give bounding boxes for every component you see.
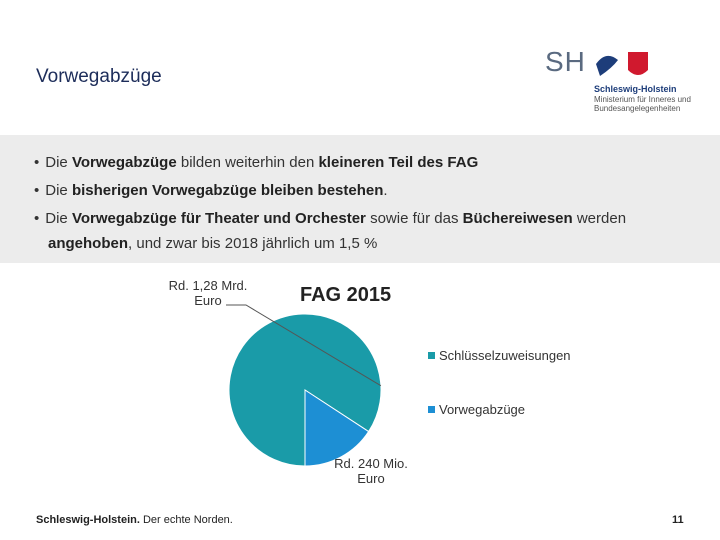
logo-mark: SH xyxy=(545,46,586,77)
logo-emblem xyxy=(596,52,648,76)
bullet: Die Vorwegabzüge für Theater und Orchest… xyxy=(34,206,698,256)
bullet: Die Vorwegabzüge bilden weiterhin den kl… xyxy=(34,150,684,175)
legend-label: Vorwegabzüge xyxy=(439,402,526,417)
slide-title: Vorwegabzüge xyxy=(36,66,162,87)
bullet-text: sowie für das xyxy=(365,210,463,227)
bullet: Die bisherigen Vorwegabzüge bleiben best… xyxy=(34,178,684,203)
bullet-text: angehoben xyxy=(48,235,129,252)
legend-item: Schlüsselzuweisungen xyxy=(428,348,571,363)
bullet-text: kleineren Teil des FAG xyxy=(318,154,479,171)
bullet-text: bisherigen Vorwegabzüge bleiben bestehen xyxy=(71,182,384,199)
logo-ministry: Ministerium für Inneres und Bundesangele… xyxy=(594,95,691,113)
bullet-text: , und zwar bis 2018 jährlich um 1,5 % xyxy=(128,235,378,252)
footer-slogan: Der echte Norden. xyxy=(139,514,233,526)
page-number: 11 xyxy=(672,514,684,526)
footer: Schleswig-Holstein. Der echte Norden. xyxy=(36,514,233,526)
bullet-text: . xyxy=(383,182,388,199)
legend-swatch xyxy=(428,406,435,413)
footer-brand: Schleswig-Holstein. xyxy=(36,514,140,526)
bullet-text: Büchereiwesen xyxy=(462,210,573,227)
data-label: Rd. 1,28 Mrd. Euro xyxy=(168,278,248,308)
bullet-text: Die xyxy=(45,154,72,171)
bullet-text: Vorwegabzüge für Theater und Orchester xyxy=(71,210,366,227)
bullet-text: bilden weiterhin den xyxy=(176,154,319,171)
bullet-text: werden xyxy=(572,210,627,227)
chart-title: FAG 2015 xyxy=(300,284,392,306)
bullet-text: Die xyxy=(45,182,72,199)
bullet-text: Die xyxy=(45,210,72,227)
legend-label: Schlüsselzuweisungen xyxy=(439,348,571,363)
leader-line xyxy=(226,304,382,387)
bullet-text: Vorwegabzüge xyxy=(71,154,177,171)
pie-slice xyxy=(304,389,370,467)
logo-name: Schleswig-Holstein xyxy=(594,84,677,94)
legend-item: Vorwegabzüge xyxy=(428,402,525,417)
data-label: Rd. 240 Mio. Euro xyxy=(334,456,408,486)
legend-swatch xyxy=(428,352,435,359)
